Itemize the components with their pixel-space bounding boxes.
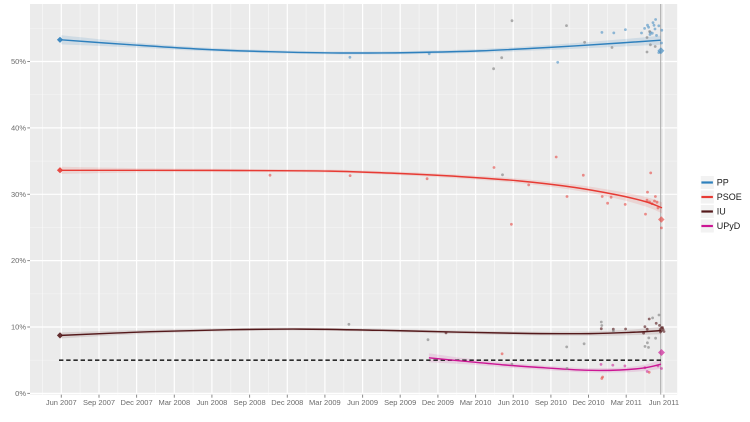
svg-text:Mar 2008: Mar 2008 — [158, 398, 190, 407]
svg-text:Mar 2010: Mar 2010 — [460, 398, 492, 407]
svg-text:30%: 30% — [11, 190, 26, 199]
svg-text:Jun 2010: Jun 2010 — [498, 398, 529, 407]
svg-text:PSOE: PSOE — [717, 192, 742, 202]
svg-text:Jun 2011: Jun 2011 — [649, 398, 679, 407]
svg-text:40%: 40% — [11, 124, 26, 133]
svg-text:Sep 2007: Sep 2007 — [83, 398, 115, 407]
svg-text:Dec 2007: Dec 2007 — [121, 398, 153, 407]
svg-text:Jun 2009: Jun 2009 — [347, 398, 378, 407]
svg-text:PP: PP — [717, 178, 729, 188]
svg-text:0%: 0% — [15, 389, 26, 398]
svg-text:Dec 2009: Dec 2009 — [422, 398, 454, 407]
svg-text:Sep 2009: Sep 2009 — [384, 398, 416, 407]
svg-text:10%: 10% — [11, 323, 26, 332]
svg-text:Sep 2008: Sep 2008 — [234, 398, 266, 407]
svg-text:Dec 2010: Dec 2010 — [572, 398, 604, 407]
svg-text:Mar 2009: Mar 2009 — [309, 398, 341, 407]
svg-text:UPyD: UPyD — [717, 221, 741, 231]
svg-text:Mar 2011: Mar 2011 — [611, 398, 642, 407]
svg-text:Dec 2008: Dec 2008 — [271, 398, 303, 407]
svg-text:Jun 2007: Jun 2007 — [46, 398, 77, 407]
svg-text:20%: 20% — [11, 256, 26, 265]
svg-text:IU: IU — [717, 207, 726, 217]
svg-text:Sep 2010: Sep 2010 — [535, 398, 567, 407]
svg-text:50%: 50% — [11, 57, 26, 66]
svg-text:Jun 2008: Jun 2008 — [196, 398, 227, 407]
